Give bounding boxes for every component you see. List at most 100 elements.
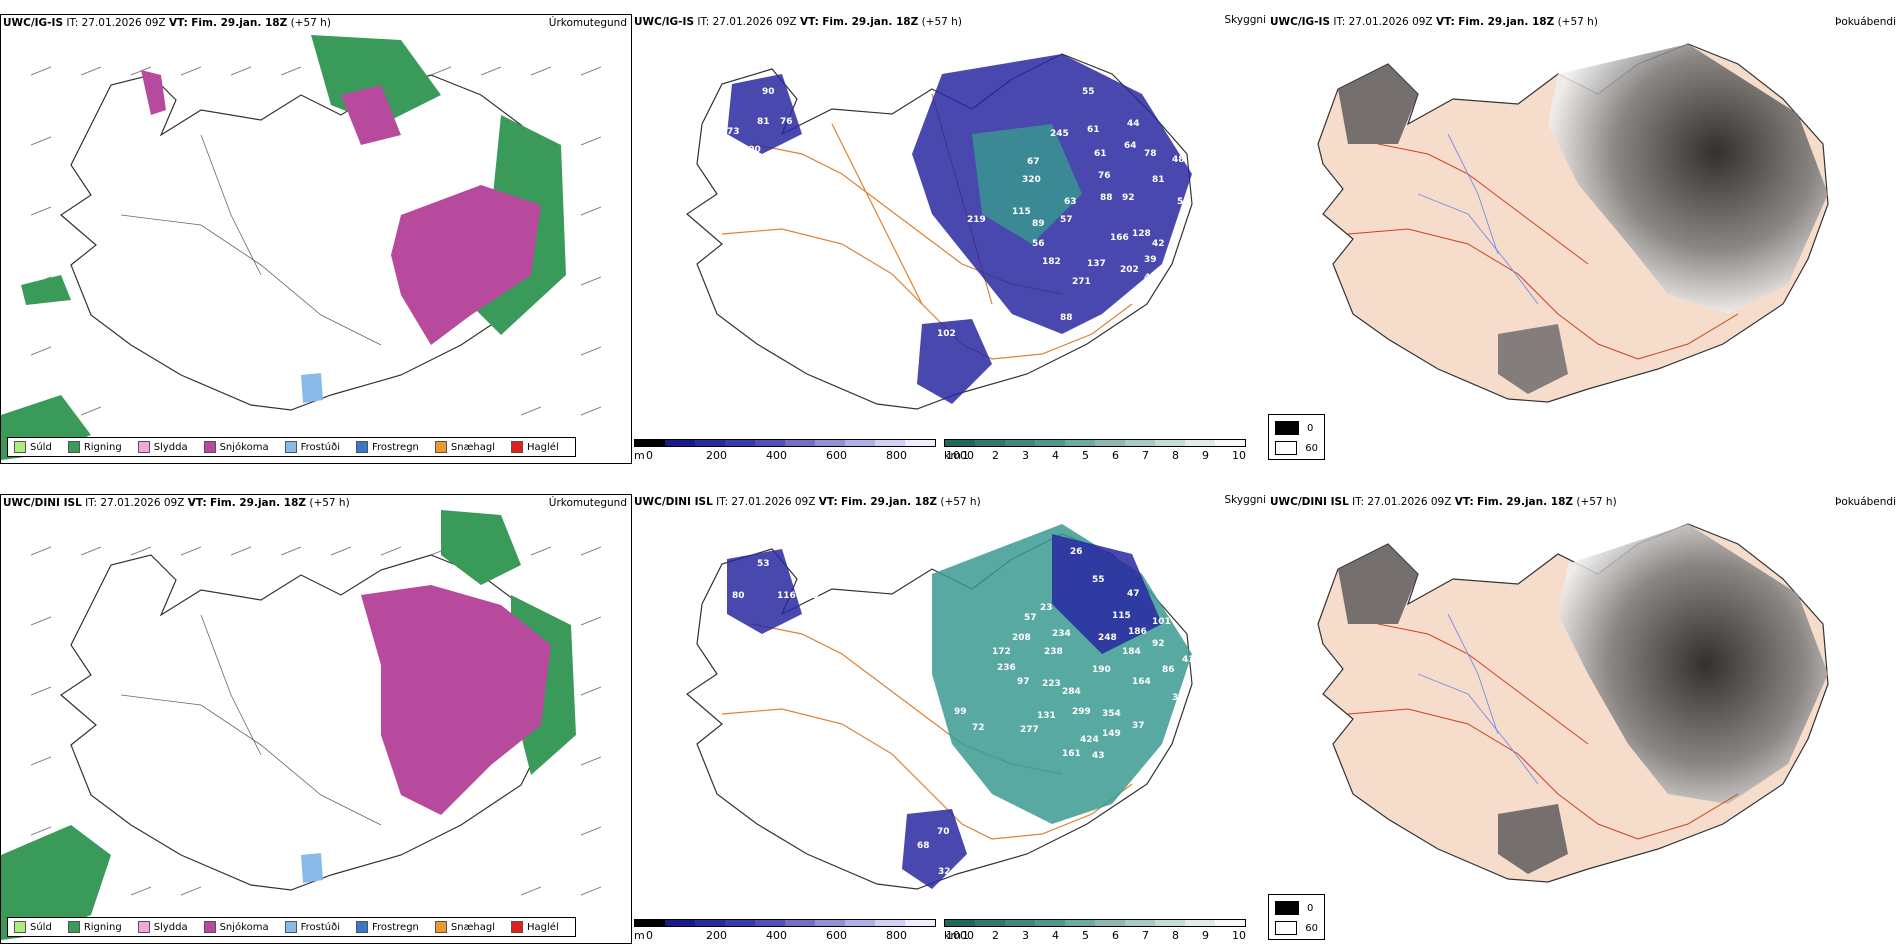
legend-item: Snjókoma xyxy=(203,441,269,453)
elevation-tick: 1000 xyxy=(946,449,974,462)
rain-area xyxy=(441,510,521,585)
cloud-panel-row1: 90 73 81 76 100 55 61 44 64 78 48 61 76 … xyxy=(632,14,1325,464)
fog-panel-row1: UWC/IG-IS IT: 27.01.2026 09Z VT: Fim. 29… xyxy=(1268,14,1900,464)
it-label: IT: xyxy=(1352,496,1365,508)
it-label: IT: xyxy=(697,16,710,28)
cloud-base-label: 236 xyxy=(997,663,1016,673)
cloud-base-label: 164 xyxy=(1132,677,1151,687)
cloud-base-label: 248 xyxy=(1098,633,1117,643)
cloud-tick: 7 xyxy=(1142,449,1149,462)
cloud-title: Skyggni xyxy=(1224,14,1267,26)
low-cloud-area xyxy=(917,319,992,404)
fog-area xyxy=(1498,324,1568,394)
legend-item: Snæhagl xyxy=(434,921,495,933)
cloud-base-label: 101 xyxy=(1152,617,1171,627)
fog-map-row1 xyxy=(1317,43,1829,403)
cloud-base-label: 92 xyxy=(1152,639,1165,649)
low-cloud-area xyxy=(727,74,802,154)
river-lines xyxy=(1417,613,1539,785)
cloud-tick: 1 xyxy=(962,449,969,462)
cloud-base-label: 271 xyxy=(1072,277,1091,287)
fog-key-value: 60 xyxy=(1305,922,1318,934)
cloud-base-label: 72 xyxy=(972,723,985,733)
cloud-base-label: 35 xyxy=(1172,693,1185,703)
cloud-base-label: 234 xyxy=(1052,629,1071,639)
snow-area xyxy=(141,70,166,115)
cloud-tick: 2 xyxy=(992,449,999,462)
cloud-base-label: 238 xyxy=(1044,647,1063,657)
cloud-base-label: 57 xyxy=(1024,613,1037,623)
cloud-tick: 4 xyxy=(1052,449,1059,462)
cloud-base-label: 88 xyxy=(1060,313,1073,323)
vt-value: Fim. 29.jan. 18Z xyxy=(1477,496,1573,508)
fog-panel-row2: UWC/DINI ISL IT: 27.01.2026 09Z VT: Fim.… xyxy=(1268,494,1900,944)
fog-key: 0 60 xyxy=(1268,414,1325,460)
elevation-tick: 800 xyxy=(886,449,907,462)
cloud-base-label: 43 xyxy=(1182,655,1195,665)
cloud-tick: 6 xyxy=(1112,449,1119,462)
precip-legend: Súld Rigning Slydda Snjókoma Frostúði Fr… xyxy=(7,917,576,937)
vt-value: Fim. 29.jan. 18Z xyxy=(191,17,288,29)
cloud-unit: km xyxy=(944,929,962,942)
cloud-base-label: 67 xyxy=(1027,157,1040,167)
vt-value: Fim. 29.jan. 18Z xyxy=(1458,16,1555,28)
model-name: UWC/DINI ISL xyxy=(634,496,713,508)
vt-label: VT: xyxy=(187,497,207,509)
elevation-tick: 200 xyxy=(706,929,727,942)
cloud-base-label: 202 xyxy=(1120,265,1139,275)
cloud-base-label: 89 xyxy=(1032,219,1045,229)
cloud-tick: 9 xyxy=(1202,929,1209,942)
elevation-unit: m xyxy=(634,929,645,942)
legend-item: Snjókoma xyxy=(203,921,269,933)
it-label: IT: xyxy=(66,17,79,29)
elevation-tick: 400 xyxy=(766,929,787,942)
cloud-tick: 6 xyxy=(1112,929,1119,942)
cloud-base-label: 118 xyxy=(992,347,1011,357)
model-name: UWC/DINI ISL xyxy=(1270,496,1349,508)
panel-header: UWC/DINI ISL IT: 27.01.2026 09Z VT: Fim.… xyxy=(3,497,350,509)
cloud-tick: 5 xyxy=(1082,929,1089,942)
cloud-tick: 4 xyxy=(1052,929,1059,942)
elevation-colorbar: m 0 200 400 600 800 1000 xyxy=(634,439,974,462)
fog-key: 0 60 xyxy=(1268,894,1325,940)
cloud-base-label: 86 xyxy=(1162,665,1175,675)
cloud-base-label: 299 xyxy=(1072,707,1091,717)
fog-area xyxy=(1558,524,1828,804)
cloud-tick: 9 xyxy=(1202,449,1209,462)
it-label: IT: xyxy=(85,497,98,509)
road-lines xyxy=(1347,623,1739,840)
cloud-base-label: 56 xyxy=(1032,239,1045,249)
cloud-tick: 8 xyxy=(1172,449,1179,462)
cloud-tick: 8 xyxy=(1172,929,1179,942)
cloud-base-label: 53 xyxy=(757,559,770,569)
cloud-base-label: 30 xyxy=(907,385,920,395)
cloud-base-label: 57 xyxy=(1060,215,1073,225)
it-value: 27.01.2026 09Z xyxy=(731,496,816,508)
it-value: 27.01.2026 09Z xyxy=(712,16,797,28)
cloud-map-row1: 90 73 81 76 100 55 61 44 64 78 48 61 76 … xyxy=(686,53,1193,410)
precip-title: Úrkomutegund xyxy=(548,497,627,509)
cloud-base-label: 55 xyxy=(1092,575,1105,585)
model-name: UWC/IG-IS xyxy=(634,16,695,28)
cloud-base-label: 73 xyxy=(727,127,740,137)
cloud-unit: km xyxy=(944,449,962,462)
snow-area xyxy=(361,585,551,815)
cloud-base-label: 320 xyxy=(1022,175,1041,185)
legend-item: Slydda xyxy=(137,921,188,933)
cloud-base-label: 64 xyxy=(1124,141,1137,151)
vt-label: VT: xyxy=(818,496,838,508)
cloud-base-label: 129 xyxy=(800,591,819,601)
elevation-tick: 0 xyxy=(646,449,653,462)
cloud-base-label: 26 xyxy=(1070,547,1083,557)
elevation-tick: 0 xyxy=(646,929,653,942)
cloud-base-label: 245 xyxy=(1050,129,1069,139)
cloud-base-label: 63 xyxy=(1064,197,1077,207)
rain-area xyxy=(21,275,71,305)
cloud-base-label: 115 xyxy=(1112,611,1131,621)
fog-area xyxy=(1548,44,1828,314)
cloud-base-label: 161 xyxy=(1062,749,1081,759)
panel-header: UWC/IG-IS IT: 27.01.2026 09Z VT: Fim. 29… xyxy=(634,16,962,28)
cloud-base-label: 44 xyxy=(1127,119,1140,129)
elevation-colorbar: m 0 200 400 600 800 1000 xyxy=(634,919,974,942)
cloud-base-label: 61 xyxy=(1087,125,1100,135)
